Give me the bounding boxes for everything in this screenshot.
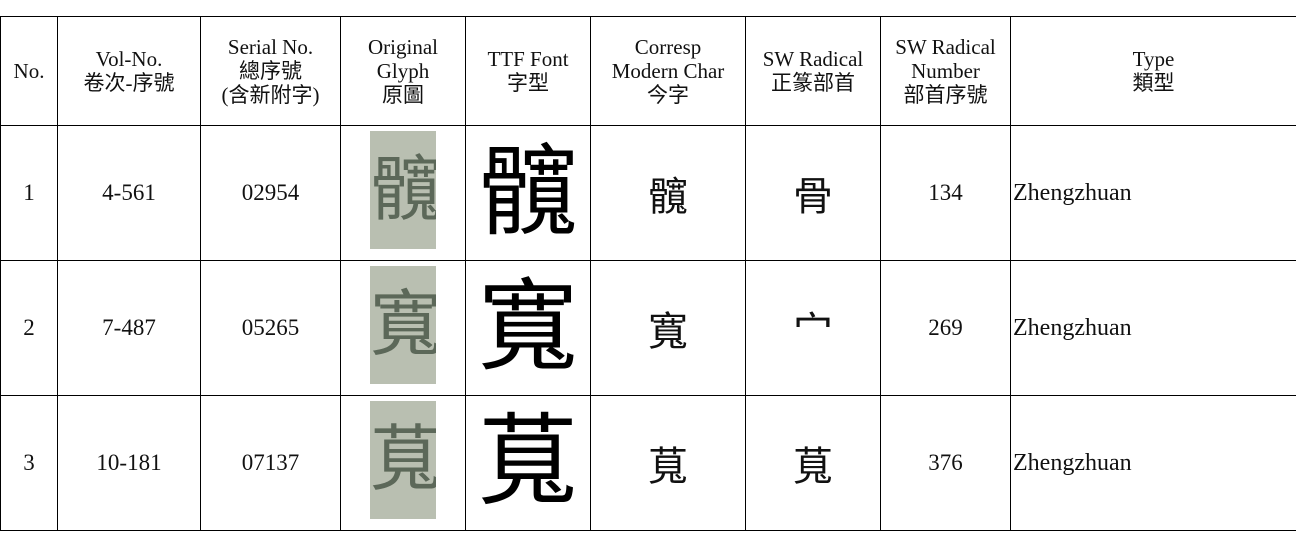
header-line: No. [13, 59, 45, 83]
radical-number-cell: 134 [880, 125, 1011, 261]
header-line: 卷次-序號 [83, 71, 175, 95]
header-line: 正篆部首 [771, 71, 855, 95]
radical-number-cell: 269 [880, 260, 1011, 396]
original-glyph-cell: 寬 [340, 260, 466, 396]
header-line: Serial No. [227, 35, 314, 59]
no-cell: 1 [0, 125, 58, 261]
serial-cell: 07137 [200, 395, 341, 531]
table-body: 1 4-561 02954 髖髖髖骨 134 Zhengzhuan 2 7-487 05265 寬… [0, 125, 1296, 531]
serial-cell: 05265 [200, 260, 341, 396]
ttf-glyph: 髖 [478, 137, 578, 248]
header-line: Type [1132, 47, 1175, 71]
ttf-glyph: 寬 [478, 272, 578, 383]
original-glyph-cell: 萈 [340, 395, 466, 531]
type-cell: Zhengzhuan [1010, 125, 1296, 261]
header-cell: No. [0, 16, 58, 126]
type-cell: Zhengzhuan [1010, 395, 1296, 531]
original-glyph-image: 萈 [370, 401, 436, 519]
modern-char-cell: 寬 [590, 260, 746, 396]
table-wrapper: No. Vol-No. 卷次-序號 Serial No. 總序號 (含新附字) Origin… [0, 16, 1296, 531]
header-cell: Serial No. 總序號 (含新附字) [200, 16, 341, 126]
radical-number-cell: 376 [880, 395, 1011, 531]
radical-cell: 宀 [745, 260, 881, 396]
header-cell: Vol-No. 卷次-序號 [57, 16, 201, 126]
header-line: Vol-No. [95, 47, 163, 71]
ttf-glyph-cell: 寬 [465, 260, 591, 396]
modern-char-cell: 髖 [590, 125, 746, 261]
glyph-table: No. Vol-No. 卷次-序號 Serial No. 總序號 (含新附字) Origin… [0, 16, 1296, 531]
header-line: Number [911, 59, 980, 83]
type-cell: Zhengzhuan [1010, 260, 1296, 396]
vol-cell: 4-561 [57, 125, 201, 261]
modern-char-cell: 萈 [590, 395, 746, 531]
serial-cell: 02954 [200, 125, 341, 261]
header-line: TTF Font [487, 47, 569, 71]
header-line: Original [368, 35, 438, 59]
header-line: (含新附字) [221, 83, 320, 107]
header-line: 部首序號 [903, 83, 988, 107]
header-line: 類型 [1132, 71, 1175, 95]
table-row: 2 7-487 05265 寬寬寬宀 269 Zhengzhuan [0, 260, 1296, 396]
header-cell: SW Radical 正篆部首 [745, 16, 881, 126]
radical-cell: 骨 [745, 125, 881, 261]
no-cell: 2 [0, 260, 58, 396]
no-cell: 3 [0, 395, 58, 531]
header-cell: Corresp Modern Char 今字 [590, 16, 746, 126]
vol-cell: 7-487 [57, 260, 201, 396]
header-line: 今字 [647, 83, 689, 107]
table-row: 3 10-181 07137 萈萈萈萈 376 Zhengzhuan [0, 395, 1296, 531]
header-line: 原圖 [382, 83, 424, 107]
header-line: Corresp [634, 35, 702, 59]
ttf-glyph: 萈 [478, 407, 578, 518]
header-cell: Original Glyph 原圖 [340, 16, 466, 126]
header-line: SW Radical [762, 47, 864, 71]
header-line: SW Radical [895, 35, 996, 59]
header-line: 字型 [507, 71, 549, 95]
table-row: 1 4-561 02954 髖髖髖骨 134 Zhengzhuan [0, 125, 1296, 261]
vol-cell: 10-181 [57, 395, 201, 531]
ttf-glyph-cell: 萈 [465, 395, 591, 531]
radical-cell: 萈 [745, 395, 881, 531]
original-glyph-image: 寬 [370, 266, 436, 384]
original-glyph-cell: 髖 [340, 125, 466, 261]
header-line: Modern Char [611, 59, 725, 83]
header-line: 總序號 [239, 59, 302, 83]
original-glyph-image: 髖 [370, 131, 436, 249]
ttf-glyph-cell: 髖 [465, 125, 591, 261]
header-cell: Type 類型 [1010, 16, 1296, 126]
header-cell: SW Radical Number 部首序號 [880, 16, 1011, 126]
header-row: No. Vol-No. 卷次-序號 Serial No. 總序號 (含新附字) Origin… [0, 16, 1296, 126]
header-cell: TTF Font 字型 [465, 16, 591, 126]
header-line: Glyph [376, 59, 430, 83]
